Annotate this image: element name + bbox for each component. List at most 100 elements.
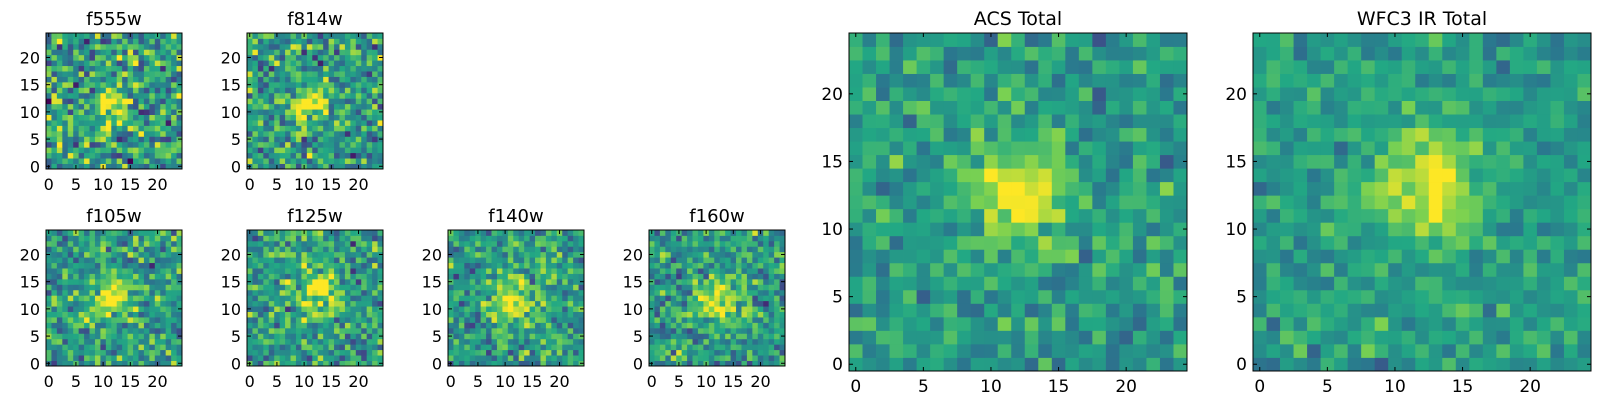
- heatmap-cell: [323, 235, 329, 242]
- heatmap-cell: [143, 87, 150, 94]
- heatmap-cell: [535, 311, 541, 318]
- x-tick-label: 10: [93, 372, 113, 391]
- heatmap-cell: [78, 230, 85, 236]
- heatmap-cell: [366, 230, 373, 236]
- heatmap-cell: [328, 141, 335, 148]
- heatmap-cell: [719, 251, 726, 258]
- heatmap-cell: [1051, 154, 1066, 169]
- heatmap-cell: [486, 349, 492, 356]
- heatmap-cell: [160, 251, 167, 258]
- heatmap-cell: [328, 49, 335, 56]
- heatmap-cell: [1266, 249, 1281, 264]
- heatmap-cell: [697, 360, 704, 367]
- heatmap-cell: [779, 317, 786, 323]
- heatmap-cell: [1482, 208, 1497, 223]
- heatmap-cell: [957, 114, 972, 129]
- heatmap-cell: [127, 333, 134, 340]
- heatmap-cell: [535, 355, 541, 361]
- heatmap-cell: [78, 60, 85, 67]
- heatmap-cell: [970, 262, 985, 277]
- heatmap-cell: [328, 109, 335, 115]
- heatmap-cell: [149, 251, 156, 258]
- heatmap-cell: [736, 289, 742, 296]
- heatmap-cell: [143, 278, 150, 285]
- heatmap-cell: [67, 246, 74, 253]
- heatmap-cell: [545, 327, 552, 334]
- heatmap-cell: [556, 284, 563, 291]
- heatmap-cell: [73, 65, 80, 72]
- heatmap-cell: [51, 327, 58, 334]
- heatmap-cell: [1092, 303, 1107, 318]
- heatmap-cell: [480, 240, 487, 247]
- heatmap-cell: [301, 289, 308, 296]
- heatmap-cell: [730, 240, 737, 247]
- heatmap-cell: [464, 240, 471, 247]
- heatmap-cell: [1374, 168, 1389, 183]
- heatmap-cell: [779, 246, 786, 253]
- heatmap-cell: [171, 81, 177, 88]
- heatmap-cell: [1401, 208, 1416, 223]
- heatmap-cell: [1442, 343, 1457, 358]
- heatmap-cell: [344, 355, 351, 361]
- heatmap-cell: [350, 284, 357, 291]
- heatmap-cell: [56, 92, 63, 99]
- heatmap-cell: [285, 322, 291, 329]
- heatmap-cell: [100, 158, 107, 164]
- heatmap-cell: [306, 60, 313, 67]
- heatmap-cell: [94, 120, 101, 126]
- panel-frame: [246, 32, 384, 170]
- heatmap-cell: [659, 295, 666, 302]
- heatmap-cell: [312, 311, 319, 318]
- heatmap-cell: [1065, 276, 1080, 291]
- heatmap-cell: [1159, 235, 1174, 250]
- heatmap-cell: [1374, 289, 1389, 304]
- heatmap-cell: [997, 127, 1012, 142]
- heatmap-cell: [133, 338, 139, 345]
- heatmap-cell: [372, 284, 378, 291]
- heatmap-cell: [1307, 235, 1321, 250]
- heatmap-cell: [916, 114, 931, 129]
- heatmap-cell: [1374, 235, 1389, 250]
- heatmap-cell: [763, 360, 770, 367]
- heatmap-cell: [475, 322, 482, 329]
- heatmap-cell: [285, 344, 291, 351]
- heatmap-cell: [84, 87, 90, 94]
- heatmap-cell: [687, 306, 693, 312]
- heatmap-cell: [719, 284, 726, 291]
- heatmap-cell: [502, 251, 509, 258]
- heatmap-cell: [1038, 181, 1053, 196]
- heatmap-cell: [56, 38, 63, 45]
- heatmap-cell: [290, 300, 297, 307]
- heatmap-cell: [317, 120, 324, 126]
- heatmap-cell: [518, 240, 525, 247]
- heatmap-cell: [279, 141, 286, 148]
- heatmap-cell: [1307, 195, 1321, 210]
- heatmap-cell: [453, 230, 460, 236]
- heatmap-cell: [355, 92, 362, 99]
- heatmap-cell: [78, 360, 85, 367]
- heatmap-cell: [73, 235, 80, 242]
- heatmap-cell: [1038, 33, 1053, 47]
- heatmap-cell: [480, 230, 487, 236]
- heatmap-cell: [306, 278, 313, 285]
- heatmap-cell: [62, 278, 69, 285]
- heatmap-cell: [687, 289, 693, 296]
- heatmap-cell: [84, 327, 90, 334]
- heatmap-cell: [100, 327, 107, 334]
- heatmap-cell: [257, 235, 264, 242]
- heatmap-cell: [752, 333, 759, 340]
- heatmap-cell: [1469, 330, 1484, 345]
- heatmap-cell: [903, 303, 917, 318]
- heatmap-cell: [111, 163, 118, 170]
- heatmap-cell: [1024, 87, 1039, 101]
- heatmap-cell: [312, 230, 319, 236]
- heatmap-cell: [524, 360, 530, 367]
- heatmap-cell: [1146, 262, 1161, 277]
- heatmap-cell: [862, 316, 877, 331]
- heatmap-cell: [876, 330, 890, 345]
- heatmap-cell: [111, 355, 118, 361]
- heatmap-cell: [165, 81, 172, 88]
- heatmap-cell: [165, 130, 172, 137]
- heatmap-cell: [350, 257, 357, 264]
- heatmap-cell: [903, 127, 917, 142]
